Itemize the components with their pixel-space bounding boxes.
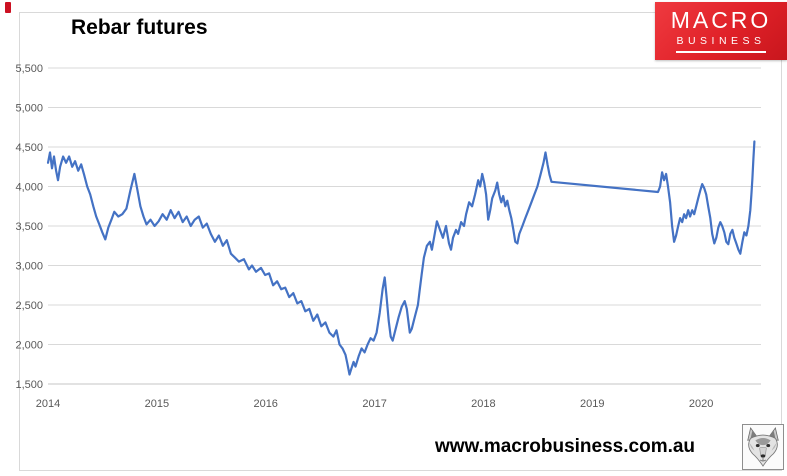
page-title: Rebar futures xyxy=(71,16,208,39)
x-tick-2018: 2018 xyxy=(471,398,495,410)
y-tick-5,000: 5,000 xyxy=(15,103,43,115)
price-line-rebar-futures xyxy=(46,140,756,376)
wolf-face-icon xyxy=(747,427,779,467)
chart-frame xyxy=(19,12,782,471)
y-tick-2,000: 2,000 xyxy=(15,340,43,352)
x-axis-labels: 2014 2015 2016 2017 2018 2019 2020 xyxy=(36,398,714,410)
x-tick-2014: 2014 xyxy=(36,398,60,410)
footer-website-url: www.macrobusiness.com.au xyxy=(434,436,696,457)
y-tick-3,000: 3,000 xyxy=(15,261,43,273)
gridlines xyxy=(48,67,761,385)
y-tick-2,500: 2,500 xyxy=(15,300,43,312)
top-left-red-mark xyxy=(5,2,11,13)
x-tick-2019: 2019 xyxy=(580,398,604,410)
x-tick-2017: 2017 xyxy=(362,398,386,410)
macrobusiness-logo: MACRO BUSINESS xyxy=(655,2,787,60)
logo-text-macro: MACRO xyxy=(670,7,772,34)
y-tick-3,500: 3,500 xyxy=(15,221,43,233)
x-tick-2020: 2020 xyxy=(689,398,713,410)
y-tick-4,500: 4,500 xyxy=(15,142,43,154)
x-tick-2016: 2016 xyxy=(253,398,277,410)
logo-text-business: BUSINESS xyxy=(676,36,766,53)
x-tick-2015: 2015 xyxy=(145,398,169,410)
y-tick-1,500: 1,500 xyxy=(15,379,43,391)
y-tick-4,000: 4,000 xyxy=(15,182,43,194)
y-tick-5,500: 5,500 xyxy=(15,63,43,75)
wolf-logo-box xyxy=(742,424,784,470)
y-axis-labels: 1,500 2,000 2,500 3,000 3,500 4,000 4,500 5,000… xyxy=(15,63,43,391)
